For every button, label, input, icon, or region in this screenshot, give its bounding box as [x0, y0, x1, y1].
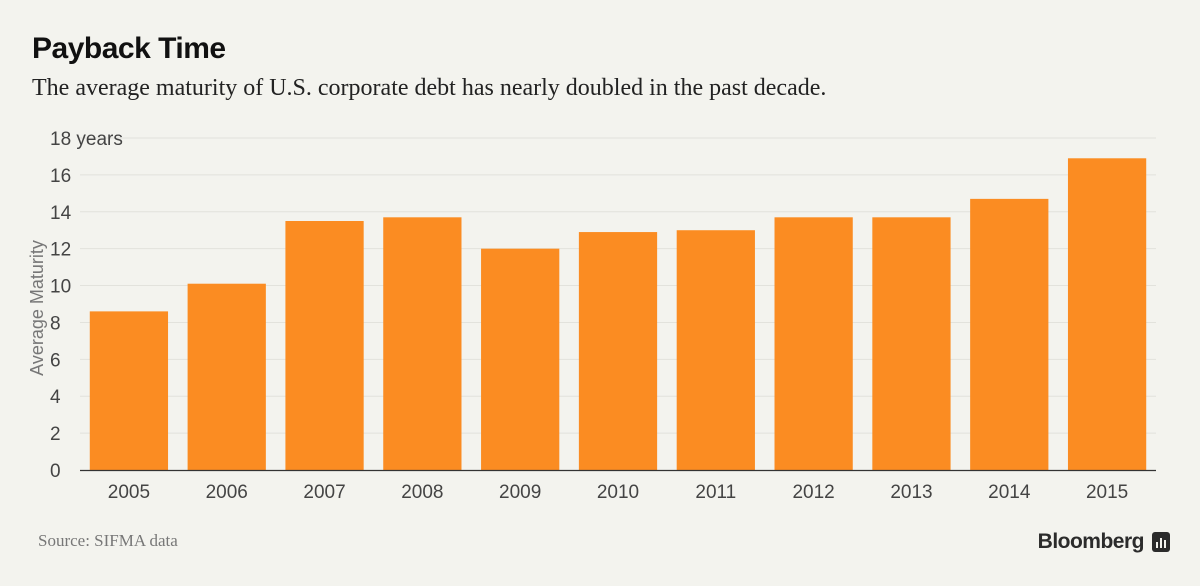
- x-tick-label: 2010: [597, 482, 639, 503]
- bar-2009: [481, 248, 560, 470]
- bars: [89, 158, 1147, 471]
- bar-2008: [383, 217, 462, 470]
- x-tick-label: 2015: [1086, 482, 1128, 503]
- chart-subtitle: The average maturity of U.S. corporate d…: [32, 75, 827, 101]
- bar-2007: [285, 221, 364, 470]
- y-tick-label: 2: [50, 424, 61, 445]
- axes: 0 2 4 6 8 10 12 14 16 18 years 2005 2006 2007 2008 200…: [50, 129, 1156, 503]
- x-tick-label: 2008: [401, 482, 443, 503]
- source-note: Source: SIFMA data: [38, 531, 178, 550]
- bloomberg-chart-icon: [1152, 532, 1170, 552]
- chart-title: Payback Time: [32, 32, 226, 65]
- bar-2012: [774, 217, 853, 470]
- bar-2005: [89, 311, 169, 470]
- x-tick-label: 2006: [206, 482, 248, 503]
- y-tick-label: 18 years: [50, 129, 123, 150]
- y-tick-label: 0: [50, 461, 61, 482]
- x-tick-label: 2014: [988, 482, 1031, 503]
- bar-2010: [578, 232, 658, 470]
- x-tick-label: 2012: [792, 482, 834, 503]
- bar-2015: [1067, 158, 1147, 471]
- y-axis-label: Average Maturity: [27, 240, 47, 376]
- y-tick-label: 8: [50, 313, 61, 334]
- bar-2011: [676, 230, 755, 470]
- y-tick-label: 10: [50, 277, 71, 298]
- y-tick-label: 6: [50, 350, 61, 371]
- y-tick-label: 12: [50, 240, 71, 261]
- y-tick-label: 14: [50, 203, 72, 224]
- y-tick-label: 16: [50, 166, 71, 187]
- brand-logo: Bloomberg: [1038, 530, 1170, 554]
- x-tick-label: 2007: [303, 482, 345, 503]
- bar-2013: [872, 217, 951, 470]
- x-tick-label: 2005: [108, 482, 150, 503]
- x-tick-label: 2013: [890, 482, 932, 503]
- x-tick-label: 2009: [499, 482, 541, 503]
- brand-name: Bloomberg: [1037, 530, 1145, 553]
- y-tick-label: 4: [50, 387, 61, 408]
- bar-2014: [970, 198, 1049, 470]
- x-tick-label: 2011: [695, 482, 736, 503]
- bar-2006: [187, 283, 266, 470]
